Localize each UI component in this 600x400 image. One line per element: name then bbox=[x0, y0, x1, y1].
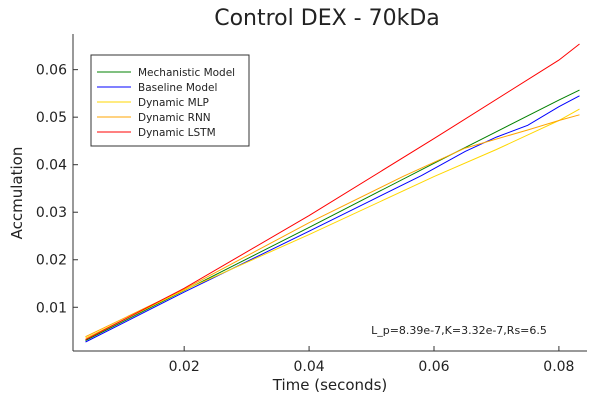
legend-items: Mechanistic Model Baseline Model Dynamic M… bbox=[97, 67, 235, 139]
chart-title: Control DEX - 70kDa bbox=[214, 6, 440, 31]
x-tick-label: 0.02 bbox=[169, 359, 200, 375]
plot-area: 0.02 0.04 0.06 0.08 0.010.020.030.040.050.0… bbox=[36, 34, 587, 375]
series-line-dynamic-lstm bbox=[85, 43, 580, 341]
y-tick-label: 0.06 bbox=[36, 63, 67, 79]
x-tick-label: 0.04 bbox=[293, 359, 324, 375]
x-axis-label: Time (seconds) bbox=[272, 376, 388, 394]
legend-label: Dynamic RNN bbox=[138, 112, 211, 124]
legend-box bbox=[90, 54, 250, 147]
x-tick-label: 0.06 bbox=[418, 359, 449, 375]
legend: Mechanistic Model Baseline Model Dynamic M… bbox=[90, 54, 250, 147]
legend-label: Dynamic LSTM bbox=[138, 127, 216, 139]
y-tick-label: 0.01 bbox=[36, 300, 67, 316]
y-tick-label: 0.03 bbox=[36, 205, 67, 221]
parameter-annotation: L_p=8.39e-7,K=3.32e-7,Rs=6.5 bbox=[371, 324, 547, 337]
x-ticks: 0.02 0.04 0.06 0.08 bbox=[169, 346, 574, 375]
y-tick-label: 0.02 bbox=[36, 253, 67, 269]
x-tick-label: 0.08 bbox=[543, 359, 574, 375]
series-line-dynamic-rnn bbox=[85, 114, 580, 338]
y-tick-label: 0.04 bbox=[36, 158, 67, 174]
legend-label: Baseline Model bbox=[138, 82, 217, 94]
legend-label: Mechanistic Model bbox=[138, 67, 235, 79]
series-line-mechanistic-model bbox=[85, 89, 580, 341]
y-ticks: 0.01 0.02 0.03 0.04 0.05 0.06 bbox=[36, 63, 78, 316]
legend-label: Dynamic MLP bbox=[138, 97, 209, 109]
y-tick-label: 0.05 bbox=[36, 110, 67, 126]
series-lines bbox=[85, 43, 580, 343]
y-axis-label: Accmulation bbox=[8, 147, 26, 240]
